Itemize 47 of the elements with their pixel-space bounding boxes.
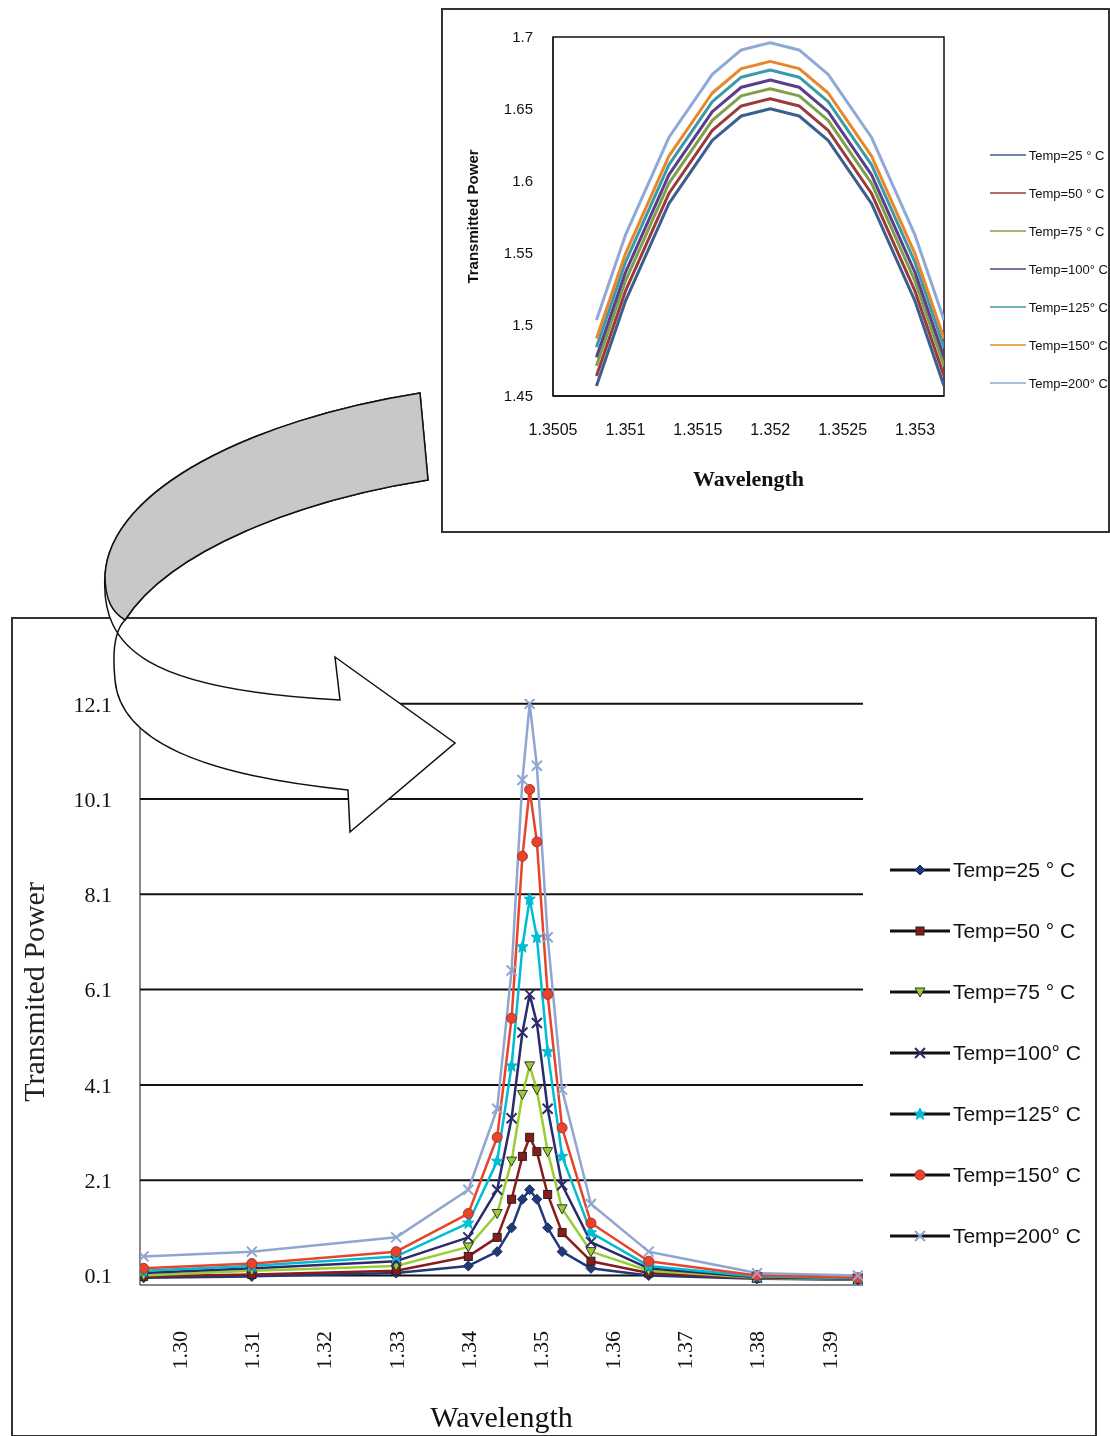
legend-label: Temp=150° C — [1028, 337, 1108, 353]
legend-label: Temp=200° C — [952, 1223, 1081, 1248]
legend-label: Temp=100° C — [1028, 261, 1108, 277]
x-tick-label: 1.3505 — [528, 421, 578, 439]
x-tick-label: 1.39 — [816, 1331, 842, 1370]
x-axis-title: Wavelength — [692, 466, 805, 491]
x-axis-title: Wavelength — [430, 1400, 573, 1433]
y-tick-label: 10.1 — [73, 786, 112, 812]
y-tick-label: 12.1 — [73, 691, 112, 717]
x-tick-label: 1.38 — [744, 1331, 770, 1370]
legend-label: Temp=75 ° C — [1028, 223, 1105, 239]
x-tick-label: 1.3525 — [818, 421, 868, 439]
y-tick-label: 1.55 — [503, 243, 533, 261]
y-tick-label: 1.45 — [503, 387, 533, 405]
legend-label: Temp=200° C — [1028, 375, 1108, 391]
x-tick-label: 1.37 — [672, 1331, 698, 1370]
y-tick-label: 8.1 — [84, 882, 112, 908]
x-tick-label: 1.30 — [167, 1331, 193, 1370]
y-tick-label: 4.1 — [84, 1072, 112, 1098]
y-tick-label: 2.1 — [84, 1168, 112, 1193]
legend-label: Temp=50 ° C — [1028, 185, 1105, 201]
y-tick-label: 6.1 — [84, 977, 112, 1003]
legend-label: Temp=25 ° C — [1028, 147, 1105, 163]
x-tick-label: 1.33 — [383, 1331, 409, 1370]
legend-label: Temp=25 ° C — [952, 857, 1076, 882]
legend-label: Temp=100° C — [952, 1040, 1081, 1065]
x-tick-label: 1.31 — [239, 1331, 265, 1370]
x-tick-label: 1.35 — [527, 1331, 553, 1370]
legend-label: Temp=150° C — [952, 1162, 1081, 1187]
y-tick-label: 1.7 — [512, 28, 533, 46]
x-tick-label: 1.32 — [311, 1331, 337, 1370]
y-tick-label: 1.65 — [503, 100, 533, 118]
legend-label: Temp=125° C — [1028, 299, 1108, 315]
x-tick-label: 1.351 — [605, 421, 646, 439]
y-tick-label: 0.1 — [84, 1263, 112, 1289]
legend-label: Temp=125° C — [952, 1101, 1081, 1126]
legend-label: Temp=75 ° C — [952, 979, 1076, 1004]
x-tick-label: 1.36 — [600, 1331, 626, 1370]
legend-label: Temp=50 ° C — [952, 918, 1076, 943]
y-tick-label: 1.6 — [512, 171, 533, 189]
y-axis-title: Transmitted Power — [464, 149, 482, 284]
x-tick-label: 1.34 — [455, 1331, 481, 1370]
y-tick-label: 1.5 — [512, 315, 533, 333]
x-tick-label: 1.353 — [895, 421, 936, 439]
x-tick-label: 1.3515 — [673, 421, 723, 439]
x-tick-label: 1.352 — [750, 421, 791, 439]
y-axis-title: Transmited Power — [16, 882, 50, 1102]
